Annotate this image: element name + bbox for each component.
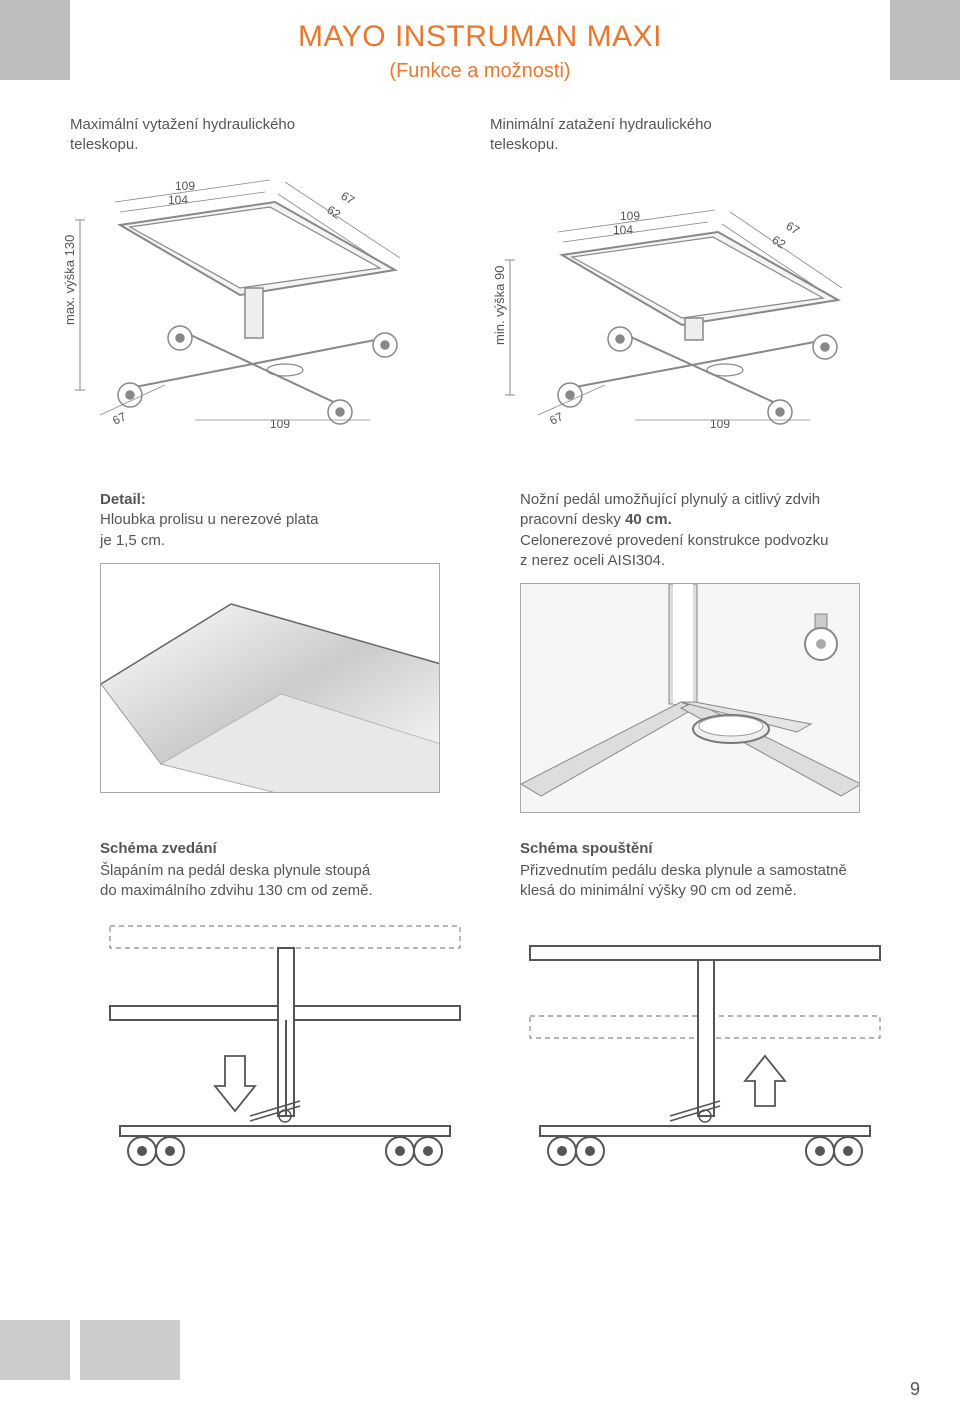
detail-left: Detail: Hloubka prolisu u nerezové plata… [100, 490, 480, 793]
detail-right: Nožní pedál umožňující plynulý a citlivý… [520, 490, 900, 813]
schema-lower: Schéma spouštění Přizvednutím pedálu des… [520, 840, 900, 1171]
schema-lift-text: Šlapáním na pedál deska plynule stoupá d… [100, 861, 480, 902]
detail-title: Detail: [100, 491, 146, 508]
height-label: max. výška 130 [62, 235, 77, 325]
diagram-min-height: min. výška 90 109 104 67 62 67 109 [490, 170, 880, 430]
detail-text: Hloubka prolisu u nerezové plata je 1,5 … [100, 511, 318, 548]
page-number: 9 [910, 1379, 920, 1400]
svg-text:67: 67 [338, 189, 357, 208]
height-label: min. výška 90 [492, 266, 507, 345]
page-subtitle: (Funkce a možnosti) [0, 60, 960, 83]
svg-text:109: 109 [270, 417, 290, 430]
detail-left-image [100, 563, 440, 793]
schema-lift-diagram [100, 916, 470, 1166]
svg-text:67: 67 [547, 409, 565, 427]
diagram-left-label: Maximální vytažení hydraulického telesko… [70, 115, 295, 154]
schema-lower-title: Schéma spouštění [520, 840, 900, 857]
diagram-right-label: Minimální zatažení hydraulického telesko… [490, 115, 712, 154]
schema-lower-diagram [520, 916, 890, 1166]
detail-right-image [520, 583, 860, 813]
schema-lower-text: Přizvednutím pedálu deska plynule a samo… [520, 861, 900, 902]
bottom-grey-1 [0, 1320, 70, 1380]
page-title: MAYO INSTRUMAN MAXI [0, 20, 960, 54]
schema-lift-title: Schéma zvedání [100, 840, 480, 857]
svg-text:109: 109 [710, 417, 730, 430]
schema-lift: Schéma zvedání Šlapáním na pedál deska p… [100, 840, 480, 1171]
pedal-text-b: 40 cm. [625, 511, 672, 528]
page-header: MAYO INSTRUMAN MAXI (Funkce a možnosti) [0, 20, 960, 83]
svg-text:67: 67 [110, 409, 128, 427]
svg-text:62: 62 [769, 233, 788, 252]
pedal-text-2: Celonerezové provedení konstrukce podvoz… [520, 532, 829, 569]
svg-text:67: 67 [783, 219, 802, 238]
bottom-grey-2 [80, 1320, 180, 1380]
diagram-max-height: max. výška 130 109 104 67 62 [60, 170, 450, 430]
